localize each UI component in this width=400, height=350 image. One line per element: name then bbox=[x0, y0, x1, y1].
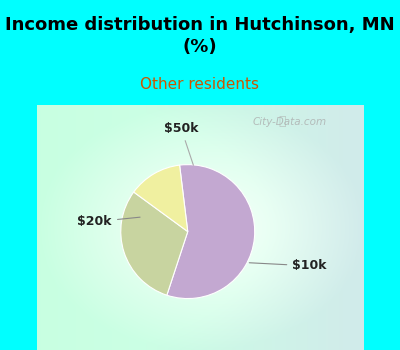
Wedge shape bbox=[121, 192, 188, 295]
Text: $20k: $20k bbox=[78, 215, 140, 228]
Text: ⓘ: ⓘ bbox=[278, 115, 286, 128]
Text: City-Data.com: City-Data.com bbox=[252, 117, 326, 127]
Text: Other residents: Other residents bbox=[140, 77, 260, 92]
Text: Income distribution in Hutchinson, MN
(%): Income distribution in Hutchinson, MN (%… bbox=[5, 16, 395, 56]
Text: $50k: $50k bbox=[164, 122, 198, 165]
Text: $10k: $10k bbox=[249, 259, 327, 272]
Wedge shape bbox=[134, 165, 188, 232]
Wedge shape bbox=[167, 164, 255, 299]
